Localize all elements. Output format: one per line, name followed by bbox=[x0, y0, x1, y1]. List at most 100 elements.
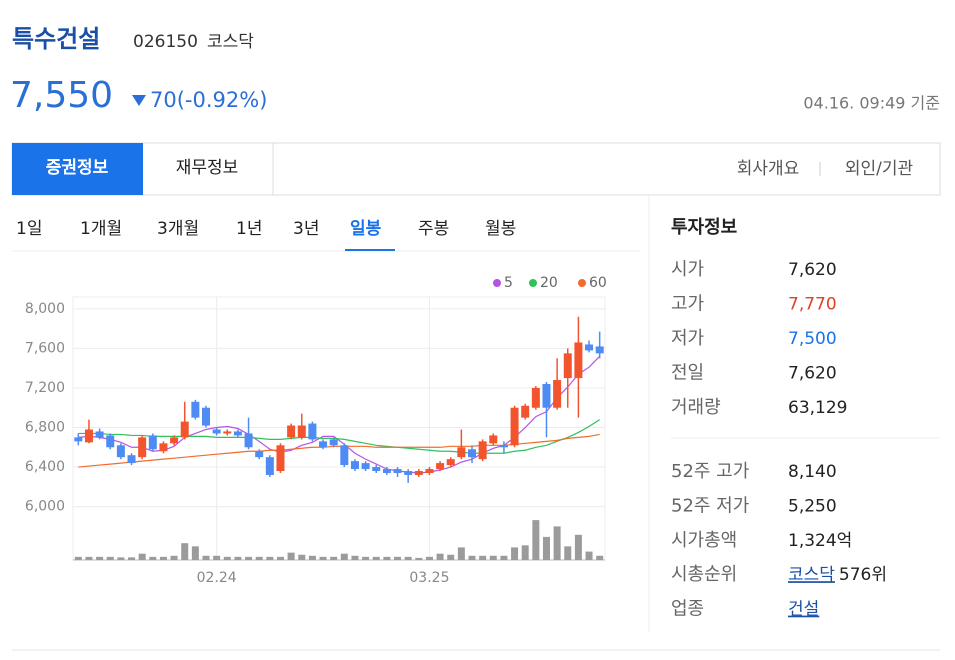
info-value: 7,620 bbox=[788, 260, 837, 280]
info-label: 52주 고가 bbox=[671, 461, 749, 482]
volume-bar bbox=[234, 556, 242, 560]
timestamp: 04.16. 09:49 기준 bbox=[803, 94, 940, 113]
volume-bar bbox=[383, 556, 391, 560]
candle-body bbox=[276, 445, 285, 472]
candle-body bbox=[595, 346, 604, 354]
volume-bar bbox=[511, 547, 519, 560]
candle-body bbox=[361, 463, 370, 470]
info-value: 1,324억 bbox=[788, 531, 852, 551]
candle-body bbox=[233, 431, 242, 436]
volume-bar bbox=[457, 547, 465, 560]
volume-bar bbox=[191, 546, 199, 560]
x-tick-label: 03.25 bbox=[409, 570, 449, 586]
y-tick-label: 6,800 bbox=[25, 420, 65, 436]
period-tabs: 1일 1개월 3개월 1년 3년 일봉 주봉 월봉 bbox=[16, 219, 516, 239]
candle-body bbox=[127, 455, 136, 464]
tab[interactable]: 재무정보 bbox=[176, 158, 239, 178]
legend-dot bbox=[493, 279, 501, 287]
volume-bar bbox=[319, 556, 327, 560]
volume-bar bbox=[532, 520, 540, 560]
info-value: 7,770 bbox=[788, 295, 837, 315]
volume-bar bbox=[287, 552, 295, 560]
volume-bar bbox=[500, 555, 508, 560]
candle-body bbox=[159, 443, 168, 452]
info-link[interactable]: 건설 bbox=[788, 600, 819, 620]
candle-body bbox=[180, 421, 189, 438]
period-tab[interactable]: 1일 bbox=[16, 219, 42, 239]
link[interactable]: 외인/기관 bbox=[845, 159, 913, 179]
volume-bar bbox=[298, 554, 306, 560]
period-tab[interactable]: 주봉 bbox=[418, 219, 449, 239]
info-label: 시가총액 bbox=[671, 530, 737, 551]
volume-bar bbox=[117, 557, 125, 560]
volume-bar bbox=[149, 556, 157, 560]
candle-body bbox=[116, 445, 125, 458]
period-tab[interactable]: 3개월 bbox=[157, 219, 199, 239]
volume-bar bbox=[266, 556, 274, 560]
candle-body bbox=[148, 435, 157, 450]
volume-bar bbox=[585, 551, 593, 560]
legend-dot bbox=[578, 279, 586, 287]
period-tab[interactable]: 월봉 bbox=[485, 219, 516, 239]
info-value: 5,250 bbox=[788, 496, 837, 516]
volume-bar bbox=[213, 555, 221, 560]
volume-bar bbox=[394, 556, 402, 560]
info-label: 시총순위 bbox=[671, 564, 737, 585]
info-link[interactable]: 코스닥 bbox=[788, 565, 835, 585]
candle-body bbox=[138, 437, 147, 458]
candle-body bbox=[212, 429, 221, 434]
volume-bar bbox=[202, 555, 210, 560]
period-tab[interactable]: 일봉 bbox=[350, 219, 382, 239]
period-tab[interactable]: 1개월 bbox=[80, 219, 122, 239]
candle-body bbox=[436, 463, 445, 470]
candle-body bbox=[382, 469, 391, 473]
legend-dot bbox=[529, 279, 537, 287]
candle-body bbox=[297, 425, 306, 438]
plot-frame bbox=[72, 296, 606, 561]
candle-body bbox=[393, 469, 402, 473]
candle-body bbox=[521, 405, 530, 418]
info-table: 시가 7,620 고가 7,770 저가 7,500 전일 7,620 거래량 63,129 52주… bbox=[671, 259, 887, 620]
stock-name: 특수건설 bbox=[12, 25, 100, 53]
legend-label: 5 bbox=[504, 275, 513, 291]
volume-bar bbox=[96, 556, 104, 560]
info-value: 7,500 bbox=[788, 329, 837, 349]
volume-bar bbox=[138, 553, 146, 560]
info-label: 52주 저가 bbox=[671, 495, 749, 516]
tab[interactable]: 증권정보 bbox=[46, 158, 109, 178]
volume-bar bbox=[489, 555, 497, 560]
info-label: 업종 bbox=[671, 599, 704, 620]
volume-bar bbox=[415, 557, 423, 560]
volume-bar bbox=[362, 556, 370, 560]
candle-body bbox=[170, 437, 179, 444]
candle-body bbox=[95, 431, 104, 438]
period-tab[interactable]: 1년 bbox=[236, 219, 262, 239]
candle-body bbox=[265, 457, 274, 475]
link[interactable]: 회사개요 bbox=[737, 159, 800, 179]
y-tick-label: 8,000 bbox=[25, 301, 65, 317]
volume-bar bbox=[245, 556, 253, 560]
candle-body bbox=[425, 469, 434, 473]
candle-body bbox=[553, 380, 562, 408]
volume-bar bbox=[436, 553, 444, 560]
volume-bar bbox=[308, 555, 316, 560]
volume-bar bbox=[159, 556, 167, 560]
info-label: 저가 bbox=[671, 328, 704, 349]
candle-body bbox=[191, 401, 200, 418]
volume-bar bbox=[74, 556, 82, 560]
volume-bar bbox=[85, 556, 93, 560]
y-tick-label: 7,200 bbox=[25, 380, 65, 396]
tab-active-bg bbox=[12, 143, 143, 195]
volume-bar bbox=[447, 554, 455, 560]
volume-bar bbox=[223, 556, 231, 560]
candle-body bbox=[223, 431, 232, 434]
info-value: 63,129 bbox=[788, 398, 847, 418]
period-tab[interactable]: 3년 bbox=[293, 219, 319, 239]
info-label: 고가 bbox=[671, 294, 704, 315]
volume-bar bbox=[425, 556, 433, 560]
candle-body bbox=[468, 449, 476, 458]
volume-bar bbox=[574, 534, 582, 560]
candle-body bbox=[404, 471, 413, 475]
candle-body bbox=[308, 423, 317, 440]
volume-bar bbox=[351, 555, 359, 560]
